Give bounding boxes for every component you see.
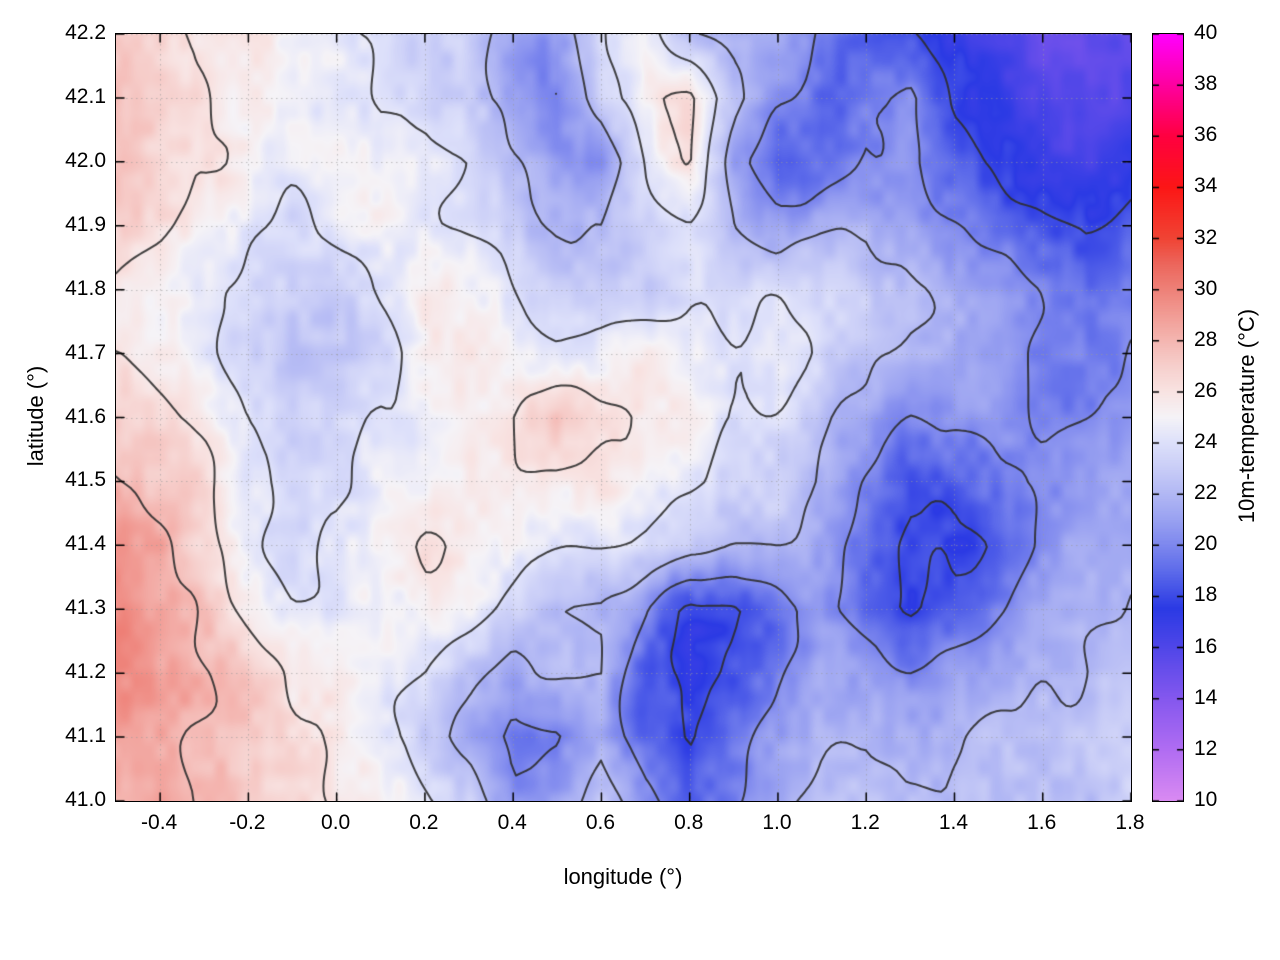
y-tick-label: 42.2 xyxy=(65,21,106,44)
colorbar-tick-label: 36 xyxy=(1194,123,1218,147)
x-tick-label: 1.6 xyxy=(1027,811,1057,834)
colorbar-tick-label: 34 xyxy=(1194,174,1218,198)
y-tick-label: 42.0 xyxy=(65,148,106,172)
colorbar-tick-label: 20 xyxy=(1194,532,1218,556)
colorbar-tick-label: 38 xyxy=(1194,72,1218,96)
x-tick-label: 0.2 xyxy=(409,811,439,834)
y-tick-label: 41.8 xyxy=(65,276,106,300)
x-tick-label: 1.2 xyxy=(850,811,880,834)
y-tick-label: 41.5 xyxy=(65,468,106,492)
x-tick-label: 1.8 xyxy=(1115,811,1145,834)
y-tick-label: 41.3 xyxy=(65,596,106,620)
x-tick-label: -0.4 xyxy=(141,811,178,834)
colorbar-tick-label: 18 xyxy=(1194,583,1218,607)
colorbar-label: 10m-temperature (°C) xyxy=(1234,308,1259,524)
colorbar-tick-label: 10 xyxy=(1194,788,1218,811)
x-tick-label: 0.0 xyxy=(321,811,351,834)
y-tick-label: 41.2 xyxy=(65,660,106,684)
y-tick-label: 41.4 xyxy=(65,532,106,556)
heatmap-canvas xyxy=(116,34,1131,801)
colorbar-tick-label: 14 xyxy=(1194,685,1218,709)
colorbar-tick-label: 16 xyxy=(1194,634,1218,658)
colorbar-tick-label: 22 xyxy=(1194,481,1218,505)
colorbar-tick-label: 30 xyxy=(1194,276,1218,300)
y-tick-label: 41.7 xyxy=(65,340,106,364)
colorbar xyxy=(1152,33,1184,802)
colorbar-tick-label: 26 xyxy=(1194,378,1218,402)
x-tick-label: -0.2 xyxy=(229,811,266,834)
x-tick-label: 0.6 xyxy=(585,811,616,834)
x-axis-label: longitude (°) xyxy=(563,864,683,889)
colorbar-gradient-canvas xyxy=(1153,34,1183,801)
y-tick-label: 42.1 xyxy=(65,84,106,108)
colorbar-tick-label: 12 xyxy=(1194,736,1218,760)
y-tick-label: 41.0 xyxy=(65,788,106,811)
colorbar-tick-label: 32 xyxy=(1194,225,1218,249)
x-tick-label: 1.0 xyxy=(762,811,792,834)
colorbar-tick-label: 24 xyxy=(1194,430,1218,454)
y-axis-label: latitude (°) xyxy=(23,365,48,467)
plot-area xyxy=(115,33,1132,802)
y-tick-label: 41.1 xyxy=(65,724,106,748)
x-tick-label: 0.4 xyxy=(497,811,527,834)
colorbar-tick-label: 28 xyxy=(1194,327,1218,351)
x-tick-label: 0.8 xyxy=(674,811,704,834)
y-tick-label: 41.6 xyxy=(65,404,106,428)
colorbar-tick-label: 40 xyxy=(1194,21,1218,44)
x-tick-label: 1.4 xyxy=(938,811,969,834)
y-tick-label: 41.9 xyxy=(65,212,106,236)
